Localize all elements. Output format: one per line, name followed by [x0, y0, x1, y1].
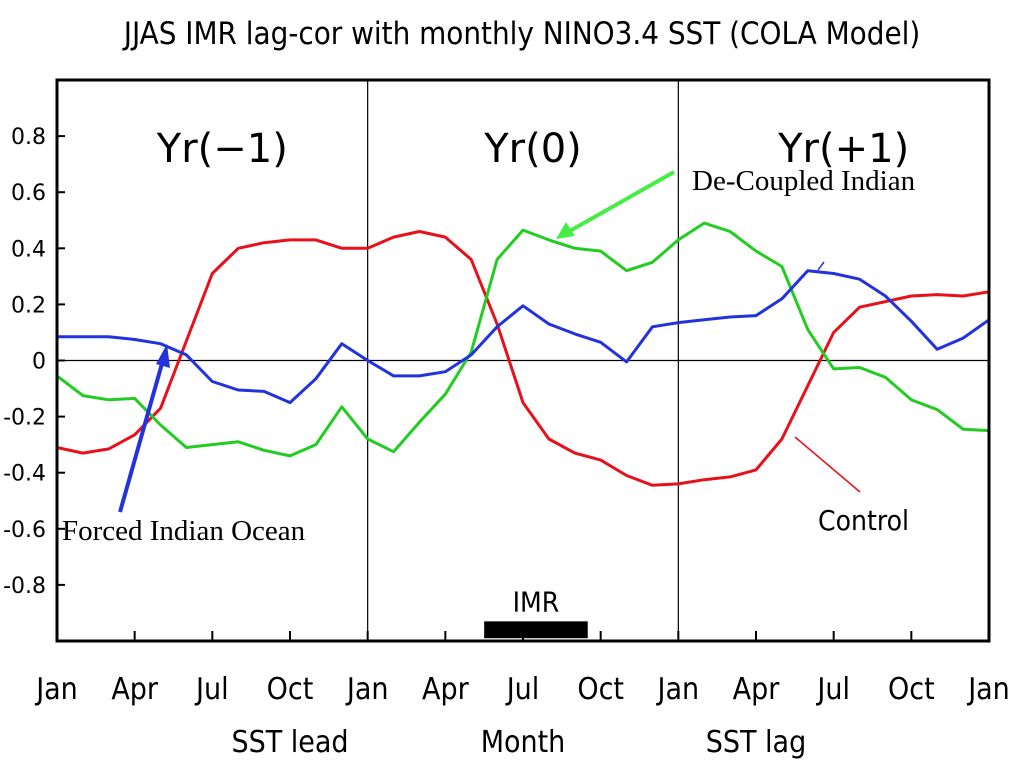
y-tick-label: 0.4 [11, 237, 46, 262]
series-forced-indian-ocean-line [57, 269, 990, 405]
imr-label: IMR [513, 585, 560, 618]
y-tick-label: -0.4 [3, 462, 46, 487]
y-tick-label: 0.8 [11, 125, 46, 150]
pointer-control [794, 436, 861, 493]
arrow-head-forced-indian-ocean [156, 344, 170, 368]
x-tick-label: Jul [815, 672, 850, 707]
x-tick-label: Jan [34, 672, 78, 707]
annotation-forced-indian-ocean: Forced Indian Ocean [62, 515, 306, 547]
x-tick-label: Jul [194, 672, 229, 707]
x-axis-label: Month [481, 725, 566, 760]
x-tick-label: Oct [267, 672, 314, 707]
x-tick-label: Oct [577, 672, 624, 707]
x-tick-label: Jul [505, 672, 540, 707]
series-de-coupled-indian-line [56, 221, 990, 458]
y-tick-label: 0.6 [11, 181, 46, 206]
period-label: Yr(+1) [777, 126, 909, 172]
annotation-de-coupled-indian: De-Coupled Indian [692, 165, 916, 197]
plot-frame [55, 78, 991, 643]
y-tick-label: -0.2 [3, 406, 46, 431]
x-tick-label: Jan [656, 672, 700, 707]
blue-tick-mark [817, 261, 825, 271]
x-tick-label: Jan [345, 672, 389, 707]
x-tick-label: Apr [422, 672, 470, 707]
x-axis-label: SST lead [231, 725, 348, 760]
period-label: Yr(0) [483, 126, 582, 172]
arrow-de-coupled-indian [567, 170, 675, 234]
annotation-control: Control [818, 504, 909, 537]
imr-bar [484, 621, 588, 639]
x-tick-label: Jan [966, 672, 1010, 707]
x-tick-label: Apr [733, 672, 781, 707]
y-tick-label: 0.2 [11, 293, 46, 318]
x-axis-label: SST lag [706, 725, 807, 760]
y-tick-label: 0 [32, 350, 46, 375]
arrow-head-de-coupled-indian [556, 222, 575, 239]
arrow-forced-indian-ocean [118, 359, 165, 513]
chart-title: JJAS IMR lag-cor with monthly NINO3.4 SS… [122, 16, 921, 52]
y-tick-label: -0.6 [3, 518, 46, 543]
x-tick-label: Apr [111, 672, 159, 707]
series-control-line [56, 230, 990, 487]
x-tick-label: Oct [888, 672, 935, 707]
y-tick-label: -0.8 [3, 574, 46, 599]
period-label: Yr(−1) [156, 126, 288, 172]
